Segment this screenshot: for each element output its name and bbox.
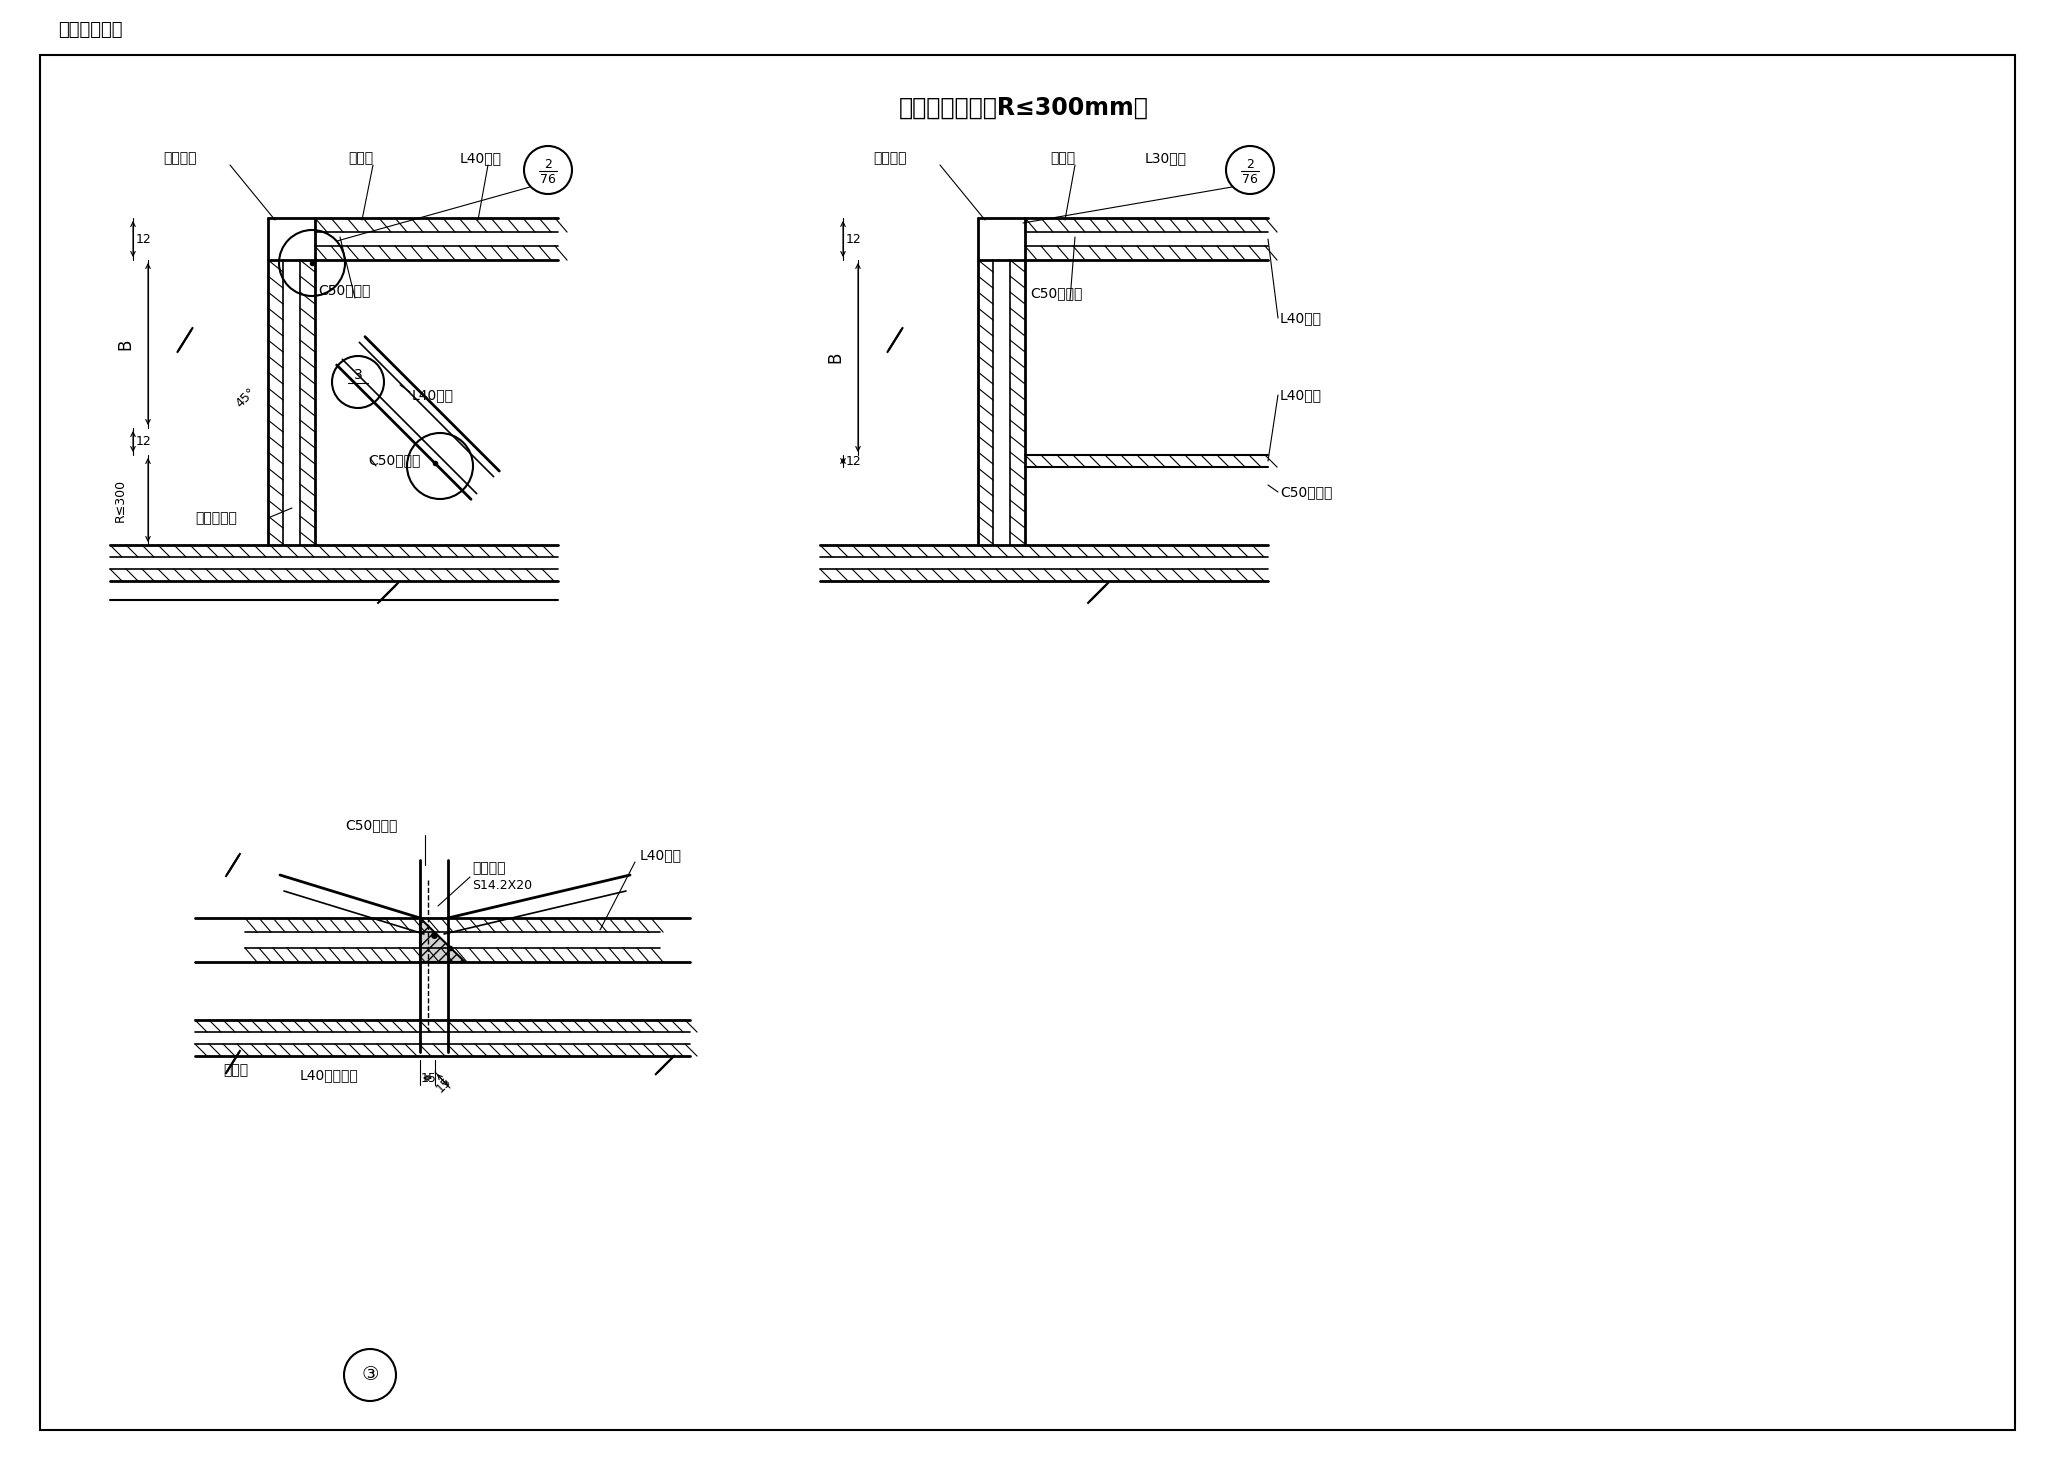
- Text: 3: 3: [354, 369, 362, 382]
- Text: 12: 12: [135, 435, 152, 448]
- Text: 12: 12: [846, 455, 862, 468]
- Text: C50龙骨圈: C50龙骨圈: [1280, 486, 1333, 499]
- Text: C50龙骨圈: C50龙骨圈: [317, 282, 371, 297]
- Text: L40龙骨: L40龙骨: [461, 151, 502, 165]
- Text: L30龙骨: L30龙骨: [1145, 151, 1188, 165]
- Text: 12: 12: [135, 233, 152, 246]
- Text: 45°: 45°: [233, 386, 258, 411]
- Text: B: B: [117, 338, 133, 350]
- Text: 76: 76: [541, 173, 555, 186]
- Text: 火克板: 火克板: [223, 1064, 248, 1077]
- Text: B: B: [825, 351, 844, 363]
- Text: R≤300: R≤300: [113, 478, 127, 522]
- Text: C50龙骨圈: C50龙骨圈: [369, 454, 420, 467]
- Text: S14.2X20: S14.2X20: [471, 878, 532, 891]
- Text: L40龙骨: L40龙骨: [1280, 388, 1323, 402]
- Text: 防火风管弯头（R≤300mm）: 防火风管弯头（R≤300mm）: [899, 97, 1149, 120]
- Text: 15: 15: [434, 1075, 455, 1096]
- Text: C50龙骨圈: C50龙骨圈: [344, 818, 397, 832]
- Text: 2: 2: [1245, 158, 1253, 171]
- Text: L40龙骨: L40龙骨: [412, 388, 455, 402]
- Text: 12: 12: [846, 233, 862, 246]
- Text: C50龙骨圈: C50龙骨圈: [1030, 285, 1083, 300]
- Text: 不燃胶填封: 不燃胶填封: [195, 511, 238, 525]
- Text: 火克板: 火克板: [348, 151, 373, 165]
- Text: 火克板: 火克板: [1051, 151, 1075, 165]
- Text: L40龙骨: L40龙骨: [1280, 312, 1323, 325]
- Polygon shape: [420, 917, 465, 963]
- Text: 抽芯铆钉: 抽芯铆钉: [872, 151, 907, 165]
- Text: L40龙骨折边: L40龙骨折边: [299, 1068, 358, 1083]
- Text: ③: ③: [360, 1365, 379, 1384]
- Text: 2: 2: [545, 158, 553, 171]
- Text: 相关技术资料: 相关技术资料: [57, 20, 123, 40]
- Text: 抽芯铆钉: 抽芯铆钉: [164, 151, 197, 165]
- Text: 15: 15: [422, 1071, 436, 1084]
- Text: 自攻螺钉: 自攻螺钉: [471, 862, 506, 875]
- Text: 76: 76: [1241, 173, 1257, 186]
- Text: L40龙骨: L40龙骨: [641, 849, 682, 862]
